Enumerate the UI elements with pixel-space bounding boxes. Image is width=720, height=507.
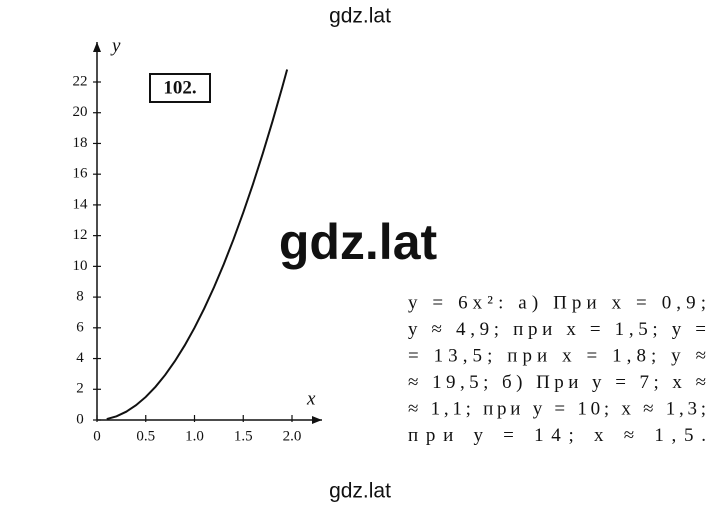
y-tick-label: 20 [73, 104, 88, 120]
y-tick-label: 6 [76, 319, 84, 335]
solution-line: при y = 14; x ≈ 1,5. [408, 425, 706, 446]
solution-line: = 13,5; при x = 1,8; y ≈ [408, 345, 706, 366]
x-tick-label: 1.0 [185, 428, 204, 444]
x-tick-label: 0.5 [136, 428, 155, 444]
footer: gdz.lat [329, 480, 391, 503]
y-axis-label: y [110, 35, 121, 56]
y-tick-label: 18 [73, 135, 88, 151]
y-tick-label: 22 [73, 73, 88, 89]
watermark: gdz.lat [279, 214, 438, 270]
y-tick-label: 12 [73, 227, 88, 243]
x-axis-label: x [306, 388, 316, 409]
y-tick-label: 4 [76, 350, 84, 366]
y-tick-label: 2 [76, 381, 84, 397]
header: gdz.lat [329, 5, 391, 28]
y-tick-label: 0 [76, 411, 84, 427]
solution-line: y ≈ 4,9; при x = 1,5; y = [408, 319, 706, 340]
y-arrow [93, 42, 101, 52]
x-tick-label: 0 [93, 428, 101, 444]
y-tick-label: 10 [73, 258, 88, 274]
problem-box [149, 73, 211, 103]
y-tick-label: 8 [76, 289, 84, 305]
solution-line: ≈ 1,1; при y = 10; x ≈ 1,3; [408, 398, 706, 419]
y-tick-label: 16 [73, 166, 89, 182]
y-tick-label: 14 [73, 196, 89, 212]
problem-number: 102. [163, 77, 196, 98]
x-arrow [312, 416, 322, 424]
x-tick-label: 1.5 [234, 428, 253, 444]
solution-line: ≈ 19,5; б) При y = 7; x ≈ [408, 372, 706, 393]
x-tick-label: 2.0 [283, 428, 302, 444]
curve [106, 69, 289, 421]
solution-line: y = 6x²: а) При x = 0,9; [408, 292, 706, 313]
